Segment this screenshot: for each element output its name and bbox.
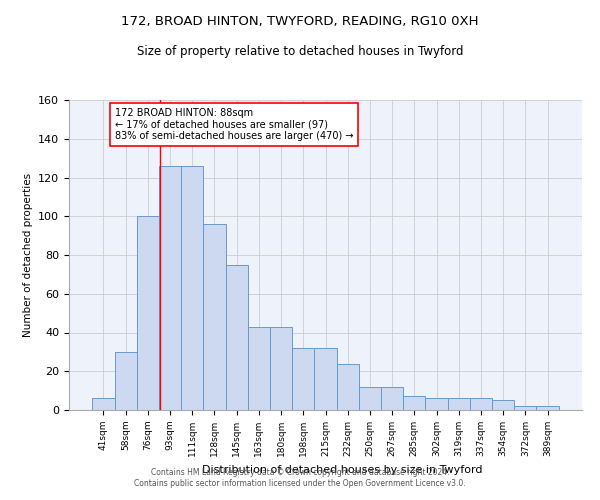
Bar <box>470 398 492 410</box>
Bar <box>381 387 403 410</box>
Bar <box>203 224 226 410</box>
Bar <box>159 166 181 410</box>
Text: Contains HM Land Registry data © Crown copyright and database right 2024.
Contai: Contains HM Land Registry data © Crown c… <box>134 468 466 487</box>
Bar <box>292 348 314 410</box>
Bar <box>226 264 248 410</box>
Bar <box>270 326 292 410</box>
Bar <box>448 398 470 410</box>
Bar <box>137 216 159 410</box>
Bar <box>181 166 203 410</box>
Text: Distribution of detached houses by size in Twyford: Distribution of detached houses by size … <box>202 465 482 475</box>
Bar <box>359 387 381 410</box>
Bar <box>337 364 359 410</box>
Bar <box>92 398 115 410</box>
Bar <box>403 396 425 410</box>
Bar <box>115 352 137 410</box>
Bar <box>314 348 337 410</box>
Text: Size of property relative to detached houses in Twyford: Size of property relative to detached ho… <box>137 45 463 58</box>
Y-axis label: Number of detached properties: Number of detached properties <box>23 173 32 337</box>
Text: 172, BROAD HINTON, TWYFORD, READING, RG10 0XH: 172, BROAD HINTON, TWYFORD, READING, RG1… <box>121 15 479 28</box>
Bar <box>514 406 536 410</box>
Bar <box>425 398 448 410</box>
Text: 172 BROAD HINTON: 88sqm
← 17% of detached houses are smaller (97)
83% of semi-de: 172 BROAD HINTON: 88sqm ← 17% of detache… <box>115 108 353 141</box>
Bar <box>536 406 559 410</box>
Bar <box>492 400 514 410</box>
Bar <box>248 326 270 410</box>
